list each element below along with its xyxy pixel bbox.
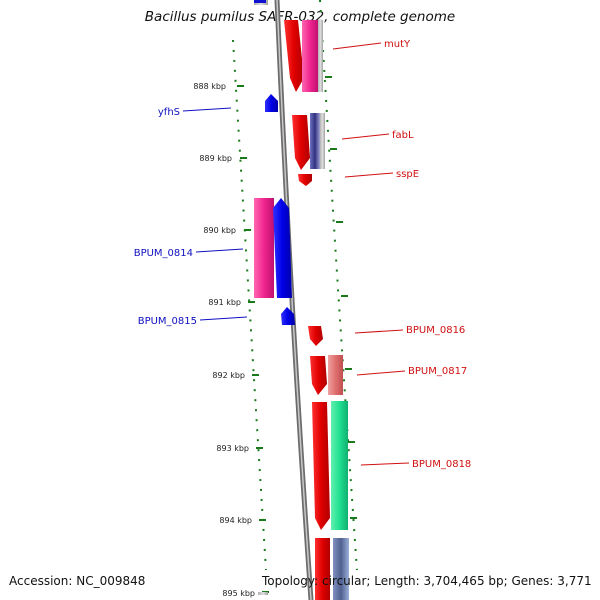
tick-label: 889 kbp bbox=[199, 154, 232, 163]
gene-BPUM_0818-red bbox=[312, 402, 330, 530]
tick-label: 895 kbp bbox=[222, 589, 255, 598]
gene-mutY-grey bbox=[318, 20, 323, 92]
gene-BPUM_0814-pink bbox=[254, 198, 274, 298]
tick-label: 888 kbp bbox=[193, 82, 226, 91]
map-title: Bacillus pumilus SAFR-032, complete geno… bbox=[144, 9, 456, 25]
outer-ticks bbox=[325, 76, 357, 519]
gene-fabL-red bbox=[292, 115, 310, 170]
tick-label: 892 kbp bbox=[212, 371, 245, 380]
tick-label: 893 kbp bbox=[216, 444, 249, 453]
gene-BPUM_0818-green bbox=[331, 401, 348, 530]
gene-BPUM_0815 bbox=[281, 307, 295, 325]
gene-partial-bottom-grey bbox=[258, 592, 268, 595]
gene-partial-top-blue bbox=[254, 0, 266, 3]
gene-partial-bottom-red bbox=[315, 538, 330, 600]
tick-888: 888 kbp bbox=[193, 82, 244, 91]
tick-label: 890 kbp bbox=[203, 226, 236, 235]
gene-BPUM_0817-salmon bbox=[328, 355, 343, 395]
tick-894: 894 kbp bbox=[219, 516, 266, 525]
gene-mutY-red bbox=[284, 20, 304, 92]
tick-891: 891 kbp bbox=[208, 298, 255, 307]
gene-label-BPUM_0817: BPUM_0817 bbox=[408, 366, 467, 377]
gene-label-sspE: sspE bbox=[396, 169, 419, 180]
accession-text: Accession: NC_009848 bbox=[9, 574, 146, 588]
tick-892: 892 kbp bbox=[212, 371, 259, 380]
gene-label-BPUM_0814: BPUM_0814 bbox=[134, 248, 193, 259]
tick-889: 889 kbp bbox=[199, 154, 247, 163]
gene-label-BPUM_0815: BPUM_0815 bbox=[138, 316, 197, 327]
tick-890: 890 kbp bbox=[203, 226, 251, 235]
gene-label-yfhS: yfhS bbox=[158, 107, 180, 118]
gene-label-BPUM_0816: BPUM_0816 bbox=[406, 325, 465, 336]
gene-yfhS bbox=[265, 94, 278, 112]
topology-text: Topology: circular; Length: 3,704,465 bp… bbox=[262, 574, 592, 588]
gene-BPUM_0817-red bbox=[310, 356, 327, 395]
gene-BPUM_0814-blue bbox=[273, 198, 292, 298]
gene-mutY-pink bbox=[302, 20, 318, 92]
tick-label: 894 kbp bbox=[219, 516, 252, 525]
tick-893: 893 kbp bbox=[216, 444, 263, 453]
gene-fabL-grey bbox=[320, 113, 325, 169]
gene-partial-bottom-slate bbox=[333, 538, 349, 600]
gene-sspE bbox=[298, 174, 312, 186]
tick-label: 891 kbp bbox=[208, 298, 241, 307]
gene-BPUM_0816 bbox=[308, 326, 323, 346]
gene-label-mutY: mutY bbox=[384, 39, 411, 50]
gene-label-fabL: fabL bbox=[392, 130, 414, 141]
gene-fabL-navy bbox=[310, 113, 320, 169]
label-connectors bbox=[182, 42, 410, 466]
gene-label-BPUM_0818: BPUM_0818 bbox=[412, 459, 471, 470]
